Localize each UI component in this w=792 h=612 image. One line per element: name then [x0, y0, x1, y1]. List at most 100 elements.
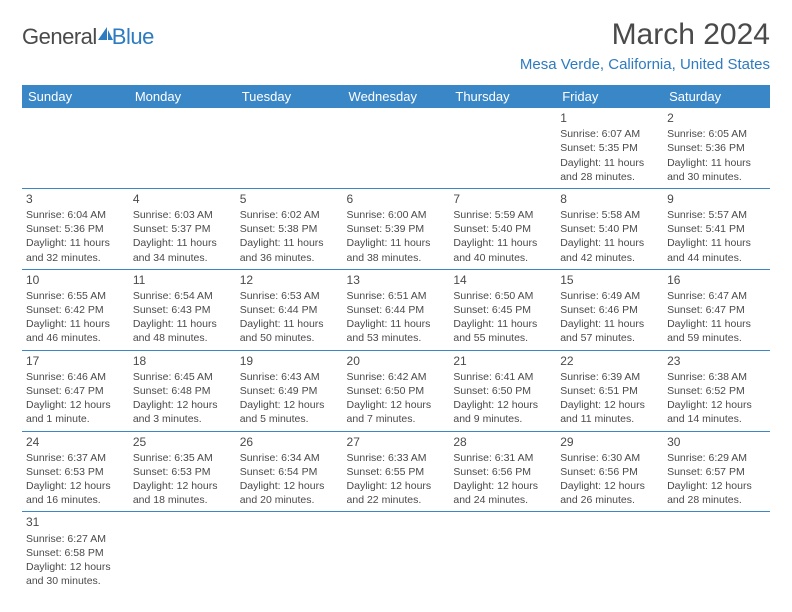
calendar-day-cell: 2Sunrise: 6:05 AMSunset: 5:36 PMDaylight… — [663, 108, 770, 188]
calendar-body: 1Sunrise: 6:07 AMSunset: 5:35 PMDaylight… — [22, 108, 770, 592]
title-block: March 2024 Mesa Verde, California, Unite… — [520, 18, 770, 73]
day-number: 12 — [240, 272, 339, 288]
calendar-day-cell: 31Sunrise: 6:27 AMSunset: 6:58 PMDayligh… — [22, 512, 129, 592]
sunrise-line: Sunrise: 6:41 AM — [453, 370, 552, 384]
sunrise-line: Sunrise: 6:53 AM — [240, 289, 339, 303]
month-title: March 2024 — [520, 18, 770, 52]
day-number: 20 — [347, 353, 446, 369]
day-number: 29 — [560, 434, 659, 450]
daylight-line: Daylight: 12 hours and 22 minutes. — [347, 479, 446, 507]
calendar-day-cell: 21Sunrise: 6:41 AMSunset: 6:50 PMDayligh… — [449, 350, 556, 431]
sunrise-line: Sunrise: 6:29 AM — [667, 451, 766, 465]
day-number: 8 — [560, 191, 659, 207]
sunset-line: Sunset: 6:55 PM — [347, 465, 446, 479]
daylight-line: Daylight: 12 hours and 7 minutes. — [347, 398, 446, 426]
sunset-line: Sunset: 5:40 PM — [453, 222, 552, 236]
daylight-line: Daylight: 11 hours and 46 minutes. — [26, 317, 125, 345]
calendar-empty-cell — [236, 108, 343, 188]
sunset-line: Sunset: 5:38 PM — [240, 222, 339, 236]
calendar-day-cell: 9Sunrise: 5:57 AMSunset: 5:41 PMDaylight… — [663, 188, 770, 269]
daylight-line: Daylight: 11 hours and 48 minutes. — [133, 317, 232, 345]
calendar-day-cell: 26Sunrise: 6:34 AMSunset: 6:54 PMDayligh… — [236, 431, 343, 512]
day-number: 2 — [667, 110, 766, 126]
calendar-day-cell: 13Sunrise: 6:51 AMSunset: 6:44 PMDayligh… — [343, 269, 450, 350]
sunrise-line: Sunrise: 6:43 AM — [240, 370, 339, 384]
daylight-line: Daylight: 11 hours and 55 minutes. — [453, 317, 552, 345]
day-number: 17 — [26, 353, 125, 369]
daylight-line: Daylight: 12 hours and 1 minute. — [26, 398, 125, 426]
day-number: 13 — [347, 272, 446, 288]
calendar-day-cell: 20Sunrise: 6:42 AMSunset: 6:50 PMDayligh… — [343, 350, 450, 431]
sunrise-line: Sunrise: 6:27 AM — [26, 532, 125, 546]
daylight-line: Daylight: 11 hours and 59 minutes. — [667, 317, 766, 345]
day-number: 28 — [453, 434, 552, 450]
sunset-line: Sunset: 6:50 PM — [453, 384, 552, 398]
location-label: Mesa Verde, California, United States — [520, 56, 770, 73]
daylight-line: Daylight: 11 hours and 40 minutes. — [453, 236, 552, 264]
weekday-header: Thursday — [449, 85, 556, 108]
day-number: 16 — [667, 272, 766, 288]
calendar-day-cell: 18Sunrise: 6:45 AMSunset: 6:48 PMDayligh… — [129, 350, 236, 431]
day-number: 4 — [133, 191, 232, 207]
sunrise-line: Sunrise: 6:04 AM — [26, 208, 125, 222]
daylight-line: Daylight: 12 hours and 11 minutes. — [560, 398, 659, 426]
sunrise-line: Sunrise: 6:31 AM — [453, 451, 552, 465]
calendar-day-cell: 4Sunrise: 6:03 AMSunset: 5:37 PMDaylight… — [129, 188, 236, 269]
sunrise-line: Sunrise: 6:34 AM — [240, 451, 339, 465]
calendar-empty-cell — [236, 512, 343, 592]
sunset-line: Sunset: 6:49 PM — [240, 384, 339, 398]
day-number: 22 — [560, 353, 659, 369]
sunrise-line: Sunrise: 6:03 AM — [133, 208, 232, 222]
calendar-day-cell: 14Sunrise: 6:50 AMSunset: 6:45 PMDayligh… — [449, 269, 556, 350]
sunset-line: Sunset: 5:35 PM — [560, 141, 659, 155]
daylight-line: Daylight: 11 hours and 44 minutes. — [667, 236, 766, 264]
calendar-empty-cell — [556, 512, 663, 592]
sunrise-line: Sunrise: 6:39 AM — [560, 370, 659, 384]
day-number: 7 — [453, 191, 552, 207]
daylight-line: Daylight: 12 hours and 3 minutes. — [133, 398, 232, 426]
calendar-row: 31Sunrise: 6:27 AMSunset: 6:58 PMDayligh… — [22, 512, 770, 592]
calendar-day-cell: 17Sunrise: 6:46 AMSunset: 6:47 PMDayligh… — [22, 350, 129, 431]
calendar-empty-cell — [449, 108, 556, 188]
calendar-empty-cell — [343, 512, 450, 592]
sunset-line: Sunset: 6:44 PM — [347, 303, 446, 317]
sunrise-line: Sunrise: 6:54 AM — [133, 289, 232, 303]
calendar-row: 17Sunrise: 6:46 AMSunset: 6:47 PMDayligh… — [22, 350, 770, 431]
daylight-line: Daylight: 12 hours and 9 minutes. — [453, 398, 552, 426]
sunset-line: Sunset: 6:53 PM — [133, 465, 232, 479]
daylight-line: Daylight: 11 hours and 50 minutes. — [240, 317, 339, 345]
daylight-line: Daylight: 12 hours and 14 minutes. — [667, 398, 766, 426]
day-number: 9 — [667, 191, 766, 207]
page-header: General Blue March 2024 Mesa Verde, Cali… — [0, 0, 792, 77]
calendar-head: SundayMondayTuesdayWednesdayThursdayFrid… — [22, 85, 770, 108]
calendar-empty-cell — [22, 108, 129, 188]
day-number: 31 — [26, 514, 125, 530]
sunset-line: Sunset: 6:57 PM — [667, 465, 766, 479]
sunset-line: Sunset: 5:37 PM — [133, 222, 232, 236]
daylight-line: Daylight: 11 hours and 28 minutes. — [560, 156, 659, 184]
weekday-header: Monday — [129, 85, 236, 108]
calendar-day-cell: 15Sunrise: 6:49 AMSunset: 6:46 PMDayligh… — [556, 269, 663, 350]
daylight-line: Daylight: 12 hours and 5 minutes. — [240, 398, 339, 426]
calendar-empty-cell — [343, 108, 450, 188]
day-number: 10 — [26, 272, 125, 288]
day-number: 19 — [240, 353, 339, 369]
calendar-day-cell: 19Sunrise: 6:43 AMSunset: 6:49 PMDayligh… — [236, 350, 343, 431]
weekday-header: Saturday — [663, 85, 770, 108]
calendar-row: 3Sunrise: 6:04 AMSunset: 5:36 PMDaylight… — [22, 188, 770, 269]
day-number: 6 — [347, 191, 446, 207]
sunset-line: Sunset: 6:42 PM — [26, 303, 125, 317]
sunset-line: Sunset: 5:40 PM — [560, 222, 659, 236]
day-number: 27 — [347, 434, 446, 450]
sunrise-line: Sunrise: 6:30 AM — [560, 451, 659, 465]
calendar-row: 1Sunrise: 6:07 AMSunset: 5:35 PMDaylight… — [22, 108, 770, 188]
calendar-day-cell: 24Sunrise: 6:37 AMSunset: 6:53 PMDayligh… — [22, 431, 129, 512]
day-number: 23 — [667, 353, 766, 369]
sunrise-line: Sunrise: 6:55 AM — [26, 289, 125, 303]
sunrise-line: Sunrise: 6:00 AM — [347, 208, 446, 222]
sunrise-line: Sunrise: 6:50 AM — [453, 289, 552, 303]
sunset-line: Sunset: 6:48 PM — [133, 384, 232, 398]
day-number: 11 — [133, 272, 232, 288]
daylight-line: Daylight: 11 hours and 42 minutes. — [560, 236, 659, 264]
calendar-empty-cell — [129, 108, 236, 188]
